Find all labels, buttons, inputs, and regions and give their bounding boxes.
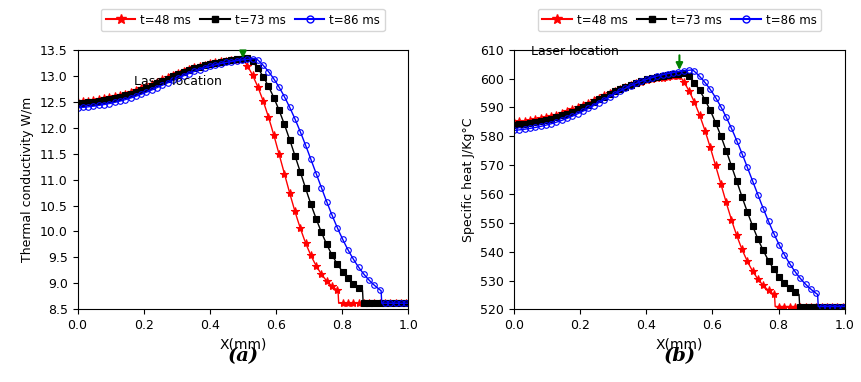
Y-axis label: Thermal conductivity W/m: Thermal conductivity W/m (22, 97, 34, 262)
Y-axis label: Specific heat J/Kg°C: Specific heat J/Kg°C (461, 117, 474, 242)
Legend: t=48 ms, t=73 ms, t=86 ms: t=48 ms, t=73 ms, t=86 ms (537, 9, 821, 31)
Legend: t=48 ms, t=73 ms, t=86 ms: t=48 ms, t=73 ms, t=86 ms (101, 9, 384, 31)
Text: (b): (b) (663, 347, 695, 365)
X-axis label: X(mm): X(mm) (655, 338, 703, 352)
Text: Laser location: Laser location (133, 75, 221, 88)
Text: (a): (a) (227, 347, 258, 365)
Text: Laser location: Laser location (530, 45, 618, 58)
X-axis label: X(mm): X(mm) (219, 338, 266, 352)
